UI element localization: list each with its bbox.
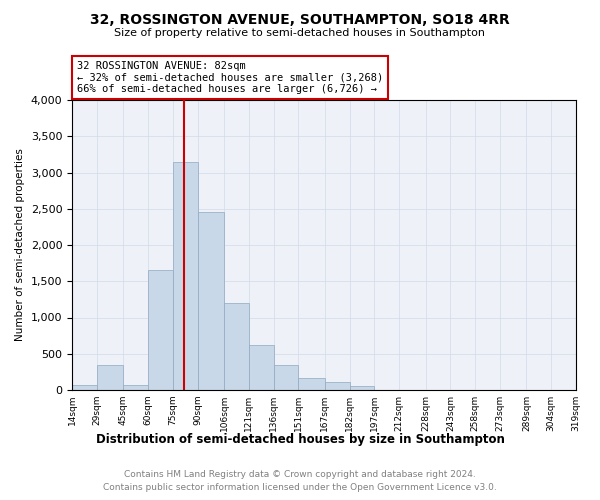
Y-axis label: Number of semi-detached properties: Number of semi-detached properties (15, 148, 25, 342)
Bar (274, 366, 298, 390)
Text: Contains HM Land Registry data © Crown copyright and database right 2024.: Contains HM Land Registry data © Crown c… (124, 470, 476, 479)
Text: Contains public sector information licensed under the Open Government Licence v3: Contains public sector information licen… (103, 482, 497, 492)
Bar (249, 345, 274, 390)
Text: 32 ROSSINGTON AVENUE: 82sqm
← 32% of semi-detached houses are smaller (3,268)
66: 32 ROSSINGTON AVENUE: 82sqm ← 32% of sem… (77, 61, 383, 94)
Bar (224, 303, 249, 390)
Bar (197, 212, 224, 390)
Text: Distribution of semi-detached houses by size in Southampton: Distribution of semi-detached houses by … (95, 432, 505, 446)
Bar (298, 378, 325, 390)
Bar (72, 384, 97, 390)
Bar (173, 162, 197, 390)
Bar (325, 382, 350, 390)
Bar (97, 364, 123, 390)
Text: Size of property relative to semi-detached houses in Southampton: Size of property relative to semi-detach… (115, 28, 485, 38)
Bar (350, 386, 374, 390)
Text: 32, ROSSINGTON AVENUE, SOUTHAMPTON, SO18 4RR: 32, ROSSINGTON AVENUE, SOUTHAMPTON, SO18… (90, 12, 510, 26)
Bar (123, 384, 148, 390)
Bar (148, 270, 173, 390)
